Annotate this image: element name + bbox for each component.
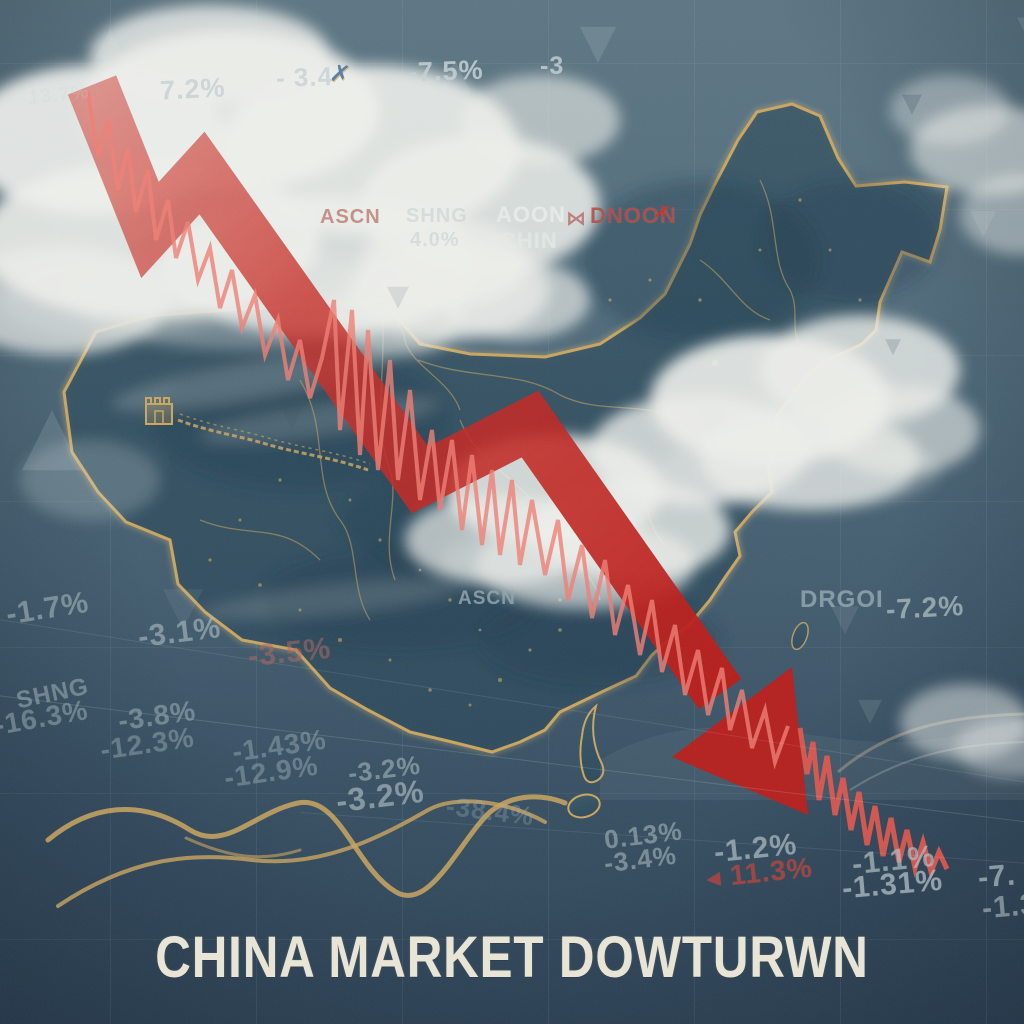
headline-title: CHINA MARKET DOWTURWN [155, 925, 869, 990]
